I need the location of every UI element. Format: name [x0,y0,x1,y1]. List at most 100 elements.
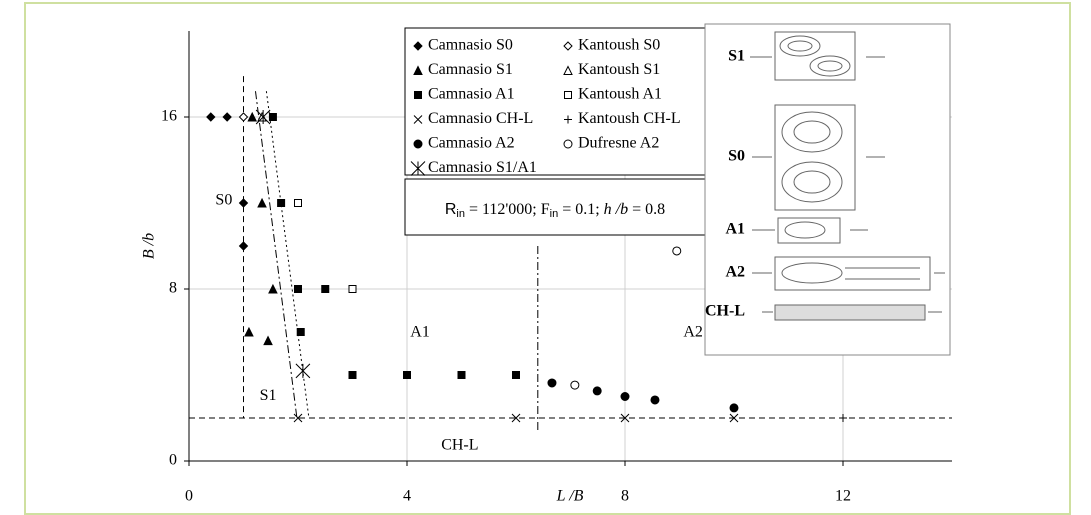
x-tick-label: 4 [403,488,411,505]
marker-shape [296,328,305,336]
marker-shape [729,413,739,423]
marker [570,380,580,390]
marker [547,378,557,388]
marker-shape [511,413,521,423]
parameter-text: = 112'000; F [465,201,550,218]
marker-shape [413,115,423,124]
legend-marker [564,115,572,124]
marker [247,111,258,122]
marker-shape [547,378,557,388]
marker-shape [413,139,423,149]
marker [277,199,286,207]
marker [620,392,630,401]
marker-shape [268,113,277,121]
marker-shape [410,161,426,176]
marker [457,371,466,379]
marker-shape [295,363,311,379]
inset-labels: S1 S0 A1 A2 CH-L [705,48,745,320]
legend-marker [413,115,423,124]
legend-label: Dufresne A2 [578,135,659,152]
marker-shape [839,414,847,422]
marker-shape [321,285,330,293]
marker-shape [563,41,573,51]
marker-shape [620,413,630,423]
legend-label: Camnasio S0 [428,37,513,54]
marker [294,285,302,293]
marker-shape [257,197,267,208]
y-axis-label: B /b [141,233,158,259]
legend-label: Kantoush S1 [578,61,660,78]
region-label: S1 [260,387,277,404]
marker [321,285,330,293]
marker [222,112,232,122]
marker-shape [257,111,267,122]
marker-shape [238,198,249,208]
marker-shape [294,285,302,293]
legend-box [404,27,708,176]
marker [511,413,521,423]
marker [650,395,660,405]
marker-shape [244,326,254,337]
region-label: S0 [215,192,232,209]
parameter-text: R [445,201,457,218]
legend-label: Camnasio S1 [428,61,513,78]
marker [403,371,411,379]
x-tick-label: 8 [621,488,629,505]
marker [348,285,357,293]
marker-shape [247,111,258,122]
marker [620,413,630,423]
y-tick-label: 0 [169,452,177,469]
marker-shape [403,371,411,379]
marker-shape [672,246,682,256]
marker [512,371,520,379]
y-tick-label: 16 [161,108,177,125]
marker-shape [563,139,573,149]
marker-shape [263,335,273,346]
legend-label: Camnasio A2 [428,135,515,152]
marker [592,386,602,396]
marker-shape [564,91,572,99]
marker [729,403,739,413]
marker-shape [592,386,602,396]
region-label: CH-L [441,437,478,454]
legend-label: Camnasio S1/A1 [428,159,537,176]
marker [238,112,249,122]
marker [244,326,254,337]
marker-shape [413,41,423,51]
marker-shape [729,403,739,413]
legend-marker [563,41,573,51]
marker-shape [238,241,249,251]
marker [263,335,273,346]
parameter-text: h /b [604,201,628,218]
legend: Camnasio S0 Kantoush S0 Camnasio S1 Kantous… [410,37,681,176]
legend-marker [563,139,573,149]
marker-shape [512,371,520,379]
marker [268,113,277,121]
inset-label: S0 [728,148,745,165]
inset-label: A1 [725,221,745,238]
marker-shape [206,112,216,122]
x-axis-label: L /B [556,488,584,505]
points [206,109,847,423]
legend-label: Kantoush S0 [578,37,660,54]
x-tick-label: 12 [835,488,851,505]
marker-shape [348,371,357,379]
legend-marker [410,161,426,176]
marker [238,241,249,251]
boundary-line [254,91,298,419]
legend-marker [563,65,573,75]
marker-shape [413,65,423,75]
marker-shape [563,65,573,75]
marker-shape [268,283,278,294]
legend-marker [564,91,572,99]
marker-shape [570,380,580,390]
marker-shape [348,285,357,293]
marker [839,414,847,422]
marker [729,413,739,423]
marker [257,111,267,122]
legend-label: Kantoush A1 [578,86,662,103]
region-label: A2 [683,324,703,341]
legend-marker [414,91,422,99]
marker-shape [294,199,302,207]
